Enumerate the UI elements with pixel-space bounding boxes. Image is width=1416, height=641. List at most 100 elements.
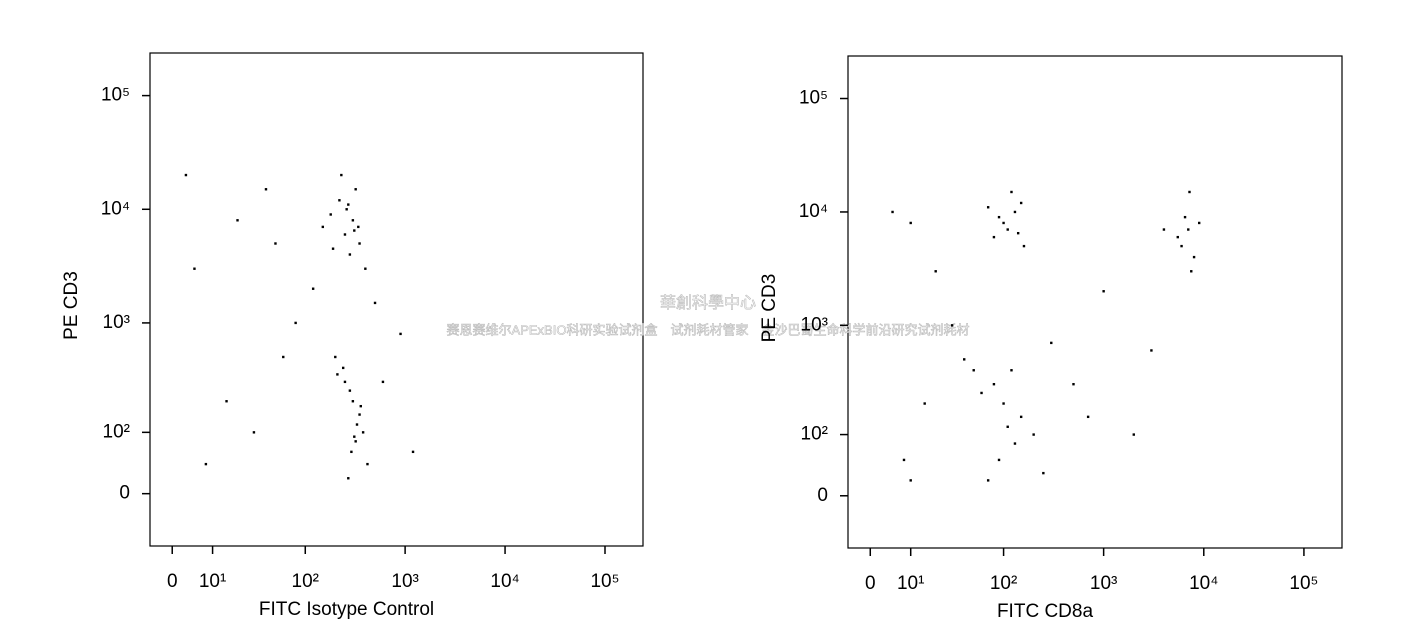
- dot: [204, 462, 208, 466]
- x-tick-label: 10³: [391, 571, 418, 592]
- dot: [1072, 382, 1075, 386]
- dot: [366, 462, 369, 466]
- dot: [361, 431, 365, 434]
- dot: [236, 219, 239, 222]
- watermark-line: 赛恩赛维尔APExBIO科研实验试剂盒 试剂耗材管家 金沙巴蜀生命科学前沿研究试…: [447, 322, 970, 337]
- dot: [997, 215, 1001, 219]
- y-tick-label: 0: [817, 485, 828, 506]
- dot: [1019, 201, 1023, 205]
- dot: [972, 369, 975, 372]
- dot: [329, 213, 332, 216]
- dot: [1162, 228, 1166, 231]
- dot: [1190, 270, 1193, 273]
- dot: [909, 479, 912, 482]
- dot: [350, 450, 353, 454]
- dot: [334, 355, 337, 359]
- y-tick-label: 10⁴: [799, 201, 828, 222]
- dot: [351, 219, 355, 222]
- dot: [1002, 402, 1005, 405]
- dot: [364, 267, 367, 270]
- dot: [1010, 369, 1013, 372]
- dot: [358, 413, 361, 416]
- dot: [1050, 341, 1053, 345]
- dot: [359, 404, 362, 408]
- dot: [336, 373, 339, 376]
- dot: [1150, 349, 1153, 352]
- plot-frame: [149, 52, 644, 547]
- dot: [1013, 442, 1017, 445]
- dot: [1016, 231, 1020, 235]
- dot: [1022, 244, 1026, 248]
- dot: [1006, 425, 1009, 428]
- dot: [353, 229, 356, 232]
- dot: [1032, 433, 1035, 436]
- x-tick-label: 10⁵: [590, 571, 619, 592]
- x-tick-label: 10⁵: [1289, 573, 1318, 594]
- dot: [351, 400, 355, 403]
- dot: [343, 233, 347, 236]
- y-tick-label: 10²: [103, 421, 130, 442]
- plot-frame: [847, 55, 1343, 549]
- dot: [354, 440, 357, 443]
- x-tick-label: 10³: [1090, 573, 1117, 594]
- y-tick-label: 10⁵: [101, 85, 130, 106]
- dot: [252, 431, 256, 434]
- dot: [347, 477, 350, 480]
- x-tick-label: 10²: [292, 571, 319, 592]
- dot: [225, 400, 228, 403]
- dot: [294, 321, 297, 325]
- dot: [347, 203, 350, 206]
- dot: [348, 389, 352, 392]
- dot: [274, 242, 277, 245]
- x-tick-label: 10¹: [897, 573, 924, 594]
- y-tick-label: 10²: [801, 424, 828, 445]
- dot: [1002, 221, 1005, 225]
- y-tick-label: 10³: [801, 314, 828, 335]
- dot: [311, 287, 315, 290]
- dot: [411, 450, 415, 454]
- x-axis-label: FITC Isotype Control: [259, 599, 434, 620]
- dot: [331, 247, 335, 250]
- x-tick-label: 10⁴: [490, 571, 519, 592]
- x-tick-label: 10²: [990, 573, 1017, 594]
- dot: [193, 267, 196, 270]
- dot: [1042, 471, 1045, 475]
- dot: [909, 221, 912, 225]
- dot: [1006, 228, 1009, 231]
- dot: [1180, 244, 1183, 248]
- dot: [338, 199, 341, 202]
- dot: [1187, 228, 1190, 231]
- y-tick-label: 10⁴: [101, 198, 130, 219]
- x-tick-label: 10¹: [199, 571, 226, 592]
- dot: [950, 324, 954, 327]
- dot: [891, 210, 894, 214]
- dot: [1183, 215, 1187, 219]
- dot: [1176, 235, 1179, 239]
- dot: [357, 225, 360, 229]
- x-axis-label: FITC CD8a: [997, 601, 1094, 622]
- dot: [992, 382, 996, 386]
- dot: [1192, 255, 1196, 259]
- dot: [986, 479, 990, 482]
- dot: [340, 173, 343, 177]
- dot: [1010, 190, 1013, 194]
- dot: [1197, 221, 1201, 225]
- dot: [934, 270, 937, 273]
- dot: [341, 366, 345, 370]
- dot: [345, 208, 348, 211]
- y-axis-label: PE CD3: [61, 271, 82, 340]
- dot: [373, 301, 377, 305]
- dot: [184, 173, 188, 177]
- y-tick-label: 10³: [103, 312, 130, 333]
- dot: [1102, 290, 1105, 293]
- dot: [264, 188, 268, 191]
- dot: [399, 332, 402, 336]
- dot: [321, 225, 325, 229]
- dot: [986, 206, 990, 209]
- dot: [1132, 433, 1135, 436]
- x-tick-label: 0: [167, 571, 178, 592]
- dot: [992, 235, 996, 239]
- dot: [353, 435, 356, 438]
